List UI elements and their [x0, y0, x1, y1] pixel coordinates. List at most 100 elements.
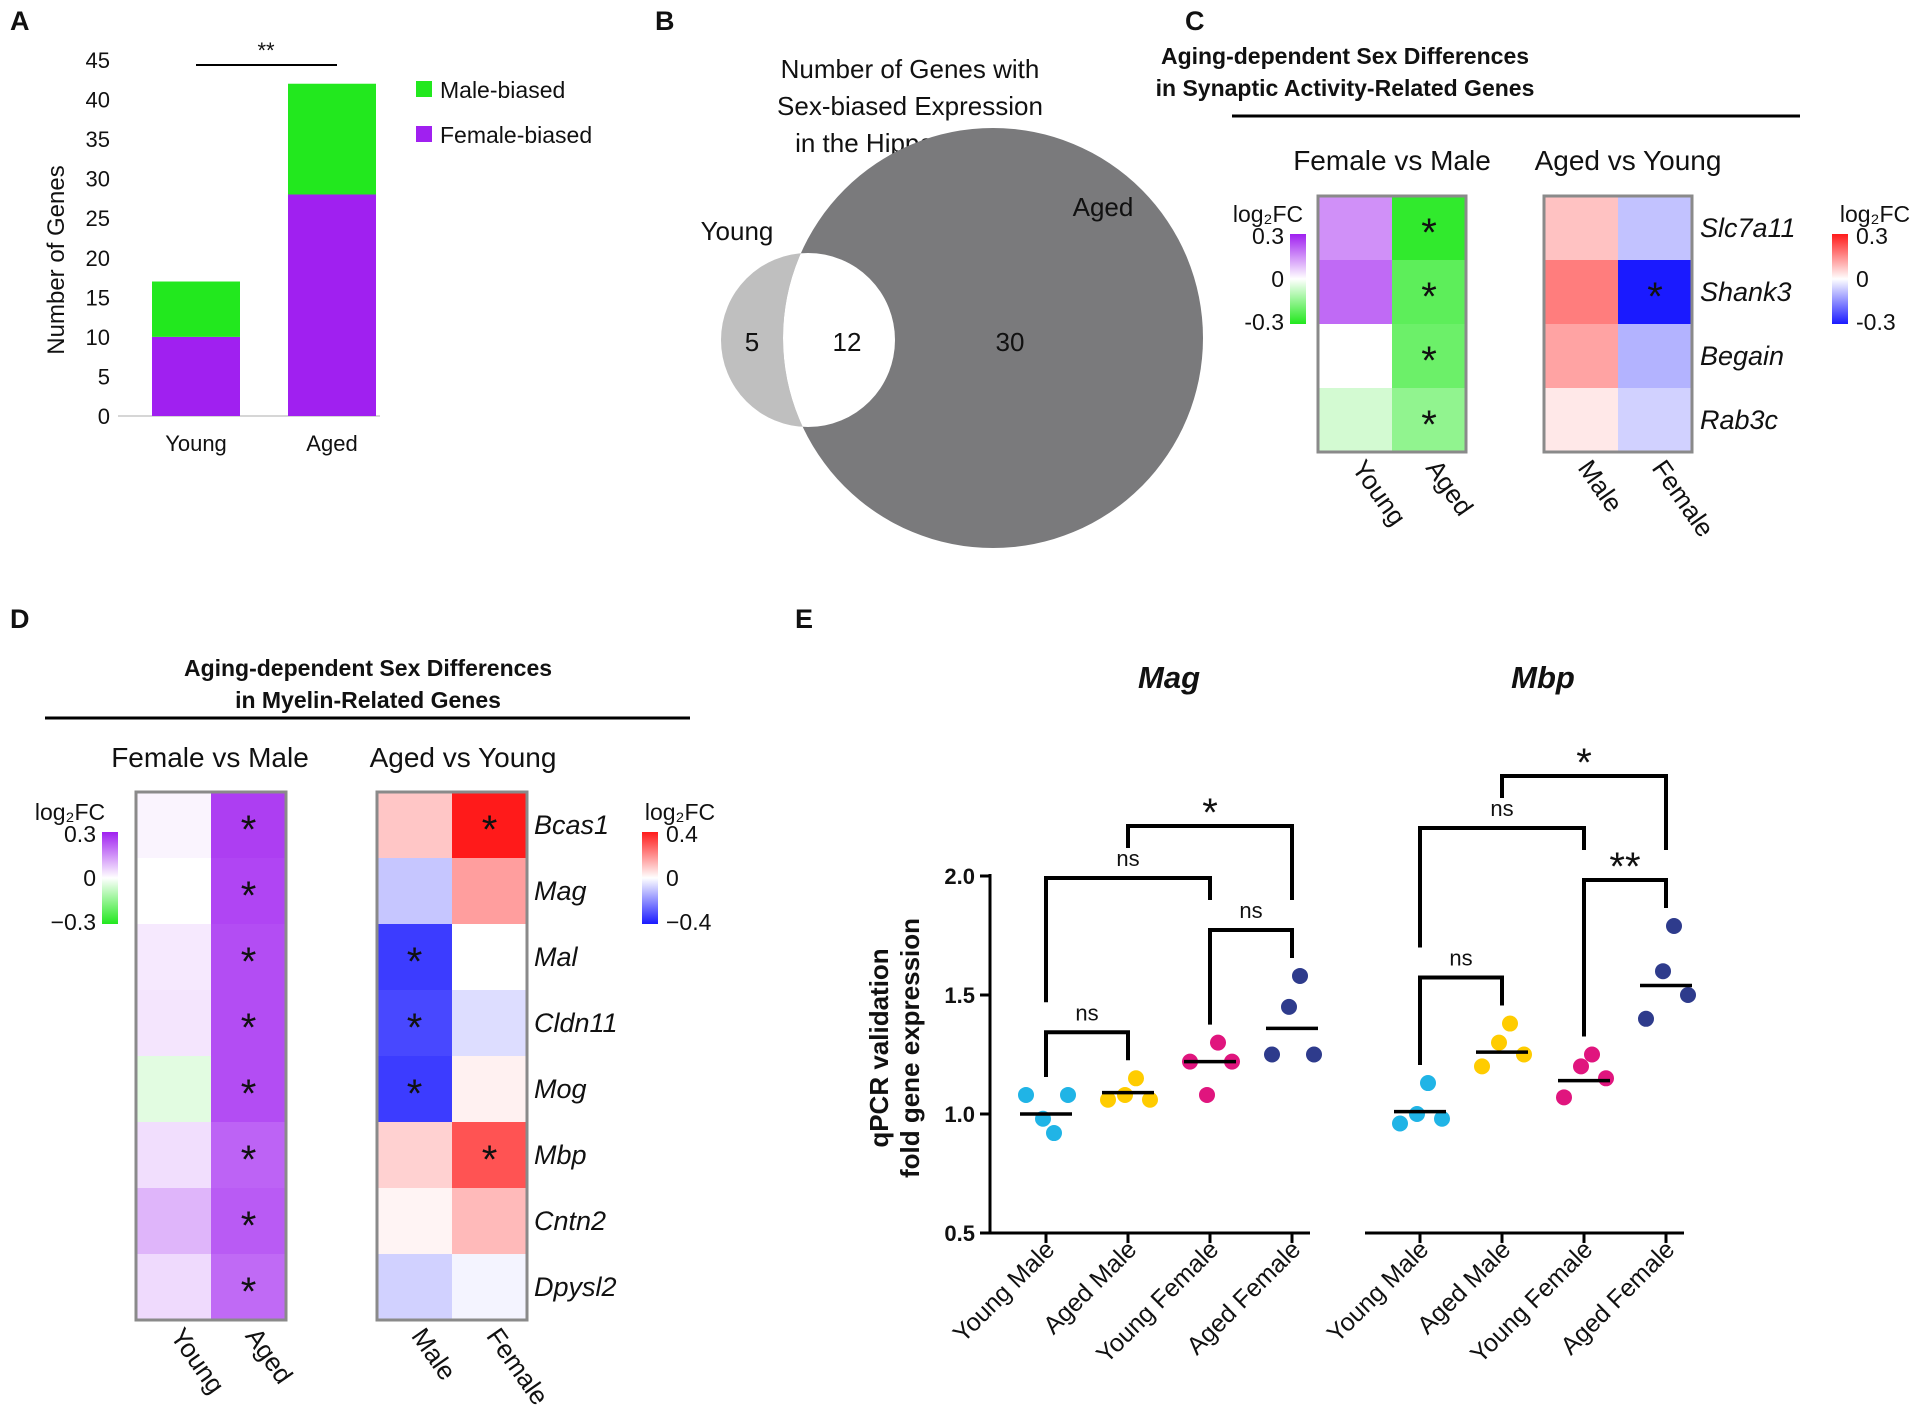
panel-e-y-tick-label: 1.0: [944, 1102, 975, 1127]
panel-a-y-tick: 15: [86, 285, 110, 310]
panel-c-left-heatmap-cell: [1392, 260, 1466, 324]
panel-d-gene-label: Dpysl2: [534, 1272, 617, 1302]
panel-a-bar-young-male-biased: [152, 281, 240, 337]
panel-c-gene-label: Slc7a11: [1700, 213, 1796, 243]
panel-d-right-significance-star: *: [482, 808, 498, 852]
panel-d-left-heatmap-cell: [136, 1254, 211, 1320]
panel-e-data-point-mbp: [1491, 1034, 1507, 1051]
venn-aged-label: Aged: [1073, 192, 1134, 222]
panel-e-y-axis-label-line-1: qPCR validation: [864, 948, 894, 1147]
panel-a-y-tick: 45: [86, 48, 110, 73]
panel-e-data-point-mag: [1142, 1091, 1158, 1108]
panel-e-data-point-mbp: [1556, 1089, 1572, 1106]
panel-c-left-significance-star: *: [1421, 275, 1437, 319]
panel-e-bracket-label-mag: ns: [1075, 1000, 1098, 1025]
panel-d-right-heatmap-cell: [377, 1056, 452, 1122]
panel-c-right-significance-star: *: [1647, 275, 1663, 319]
panel-d-right-significance-star: *: [407, 1072, 423, 1116]
panel-c-gene-label: Begain: [1700, 341, 1784, 371]
panel-c-left-significance-star: *: [1421, 403, 1437, 447]
panel-d-left-heatmap-cell: [211, 1188, 286, 1254]
panel-d-left-heatmap-cell: [211, 924, 286, 990]
panel-d-left-significance-star: *: [241, 940, 257, 984]
panel-a-y-tick: 40: [86, 88, 110, 113]
panel-d-right-significance-star: *: [407, 940, 423, 984]
panel-c-left-heatmap-cell: [1318, 196, 1392, 260]
panel-d-left-heatmap-cell: [211, 1254, 286, 1320]
panel-d-right-legend-tick: 0: [666, 865, 679, 891]
panel-a-bar-young-female-biased: [152, 336, 240, 416]
panel-a-bar-chart: Number of Genes 0 5 10 15 20 25 30 35 40 45 Male-…: [43, 38, 592, 456]
panel-e-data-point-mag: [1100, 1091, 1116, 1108]
panel-d-left-column-label: Young: [165, 1322, 231, 1399]
panel-e-data-point-mbp: [1434, 1110, 1450, 1127]
panel-e-comparison-bracket-mbp: [1500, 773, 1668, 850]
panel-d-left-heatmap-cell: [211, 1056, 286, 1122]
panel-d-left-heatmap-cell: [211, 1122, 286, 1188]
panel-d-left-heatmap-cell: [136, 990, 211, 1056]
panel-d-left-legend-title: log₂FC: [35, 799, 105, 825]
panel-a-legend-label: Female-biased: [440, 122, 592, 148]
panel-c-right-heatmap-cell: [1544, 260, 1618, 324]
panel-label-b: B: [655, 6, 675, 36]
panel-a-x-label-young: Young: [165, 431, 227, 456]
panel-d-left-subtitle: Female vs Male: [111, 742, 309, 773]
panel-e-data-point-mag: [1060, 1086, 1076, 1103]
panel-e-comparison-bracket-mbp: [1418, 825, 1586, 948]
panel-c-gene-label: Rab3c: [1700, 405, 1779, 435]
panel-e-y-tick-label: 2.0: [944, 864, 975, 889]
panel-e-data-point-mag: [1046, 1125, 1062, 1142]
panel-e-data-point-mbp: [1666, 917, 1682, 934]
venn-aged-circle: [783, 128, 1203, 548]
panel-d-right-legend-title: log₂FC: [645, 799, 715, 825]
panel-d-left-significance-star: *: [241, 1072, 257, 1116]
panel-e-data-point-mag: [1264, 1046, 1280, 1063]
panel-a-legend-label: Male-biased: [440, 77, 565, 103]
panel-e-data-point-mbp: [1573, 1058, 1589, 1075]
panel-e-data-point-mbp: [1474, 1058, 1490, 1075]
panel-e-comparison-bracket-mag: [1126, 823, 1294, 900]
panel-d-left-column-label: Aged: [240, 1322, 299, 1389]
panel-e-y-tick-label: 1.5: [944, 983, 975, 1008]
panel-c-left-legend-tick: 0: [1271, 266, 1284, 292]
panel-d-left-heatmap-cell: [136, 792, 211, 858]
panel-c-right-legend-tick: 0: [1856, 266, 1869, 292]
panel-label-c: C: [1185, 6, 1205, 36]
panel-e-data-point-mag: [1306, 1046, 1322, 1063]
panel-d-left-legend-tick: 0: [83, 865, 96, 891]
panel-e-y-tick-label: 0.5: [944, 1221, 975, 1246]
panel-d-left-significance-star: *: [241, 1204, 257, 1248]
panel-e-data-point-mbp: [1502, 1015, 1518, 1032]
panel-d-gene-label: Bcas1: [534, 810, 609, 840]
panel-d-left-heatmap-cell: [136, 858, 211, 924]
panel-e-data-point-mag: [1210, 1034, 1226, 1051]
panel-d-gene-label: Mbp: [534, 1140, 587, 1170]
panel-c-left-heatmap-cell: [1318, 324, 1392, 388]
panel-c-right-legend-title: log₂FC: [1840, 201, 1910, 227]
venn-young-label: Young: [701, 216, 774, 246]
panel-d-right-heatmap-cell: [452, 792, 527, 858]
panel-e-data-point-mbp: [1420, 1075, 1436, 1092]
panel-c-left-significance-star: *: [1421, 339, 1437, 383]
panel-d-left-heatmap-cell: [211, 990, 286, 1056]
panel-a-y-tick: 35: [86, 127, 110, 152]
panel-e-comparison-bracket-mag: [1208, 927, 1294, 1025]
panel-e-bracket-label-mbp: **: [1609, 845, 1640, 889]
panel-d-right-column-label: Female: [481, 1322, 555, 1406]
panel-a-bar-aged-female-biased: [288, 194, 376, 416]
panel-d-right-legend-tick: −0.4: [666, 909, 712, 935]
panel-d-right-heatmap-cell: [452, 858, 527, 924]
panel-e-gene-title-mbp: Mbp: [1511, 660, 1575, 695]
panel-e-data-point-mbp: [1584, 1046, 1600, 1063]
panel-d-gene-label: Mal: [534, 942, 579, 972]
venn-young-only-count: 5: [745, 327, 759, 357]
panel-a-y-tick: 20: [86, 246, 110, 271]
panel-d-title-line-1: Aging-dependent Sex Differences: [184, 655, 552, 681]
panel-c-left-significance-star: *: [1421, 211, 1437, 255]
panel-e-bracket-label-mag: *: [1202, 791, 1218, 835]
panel-e-data-point-mbp: [1409, 1106, 1425, 1122]
venn-title-line-2: Sex-biased Expression: [777, 91, 1043, 121]
panel-b-venn: Number of Genes with Sex-biased Expressi…: [701, 54, 1203, 548]
panel-d-left-heatmap-cell: [136, 1188, 211, 1254]
